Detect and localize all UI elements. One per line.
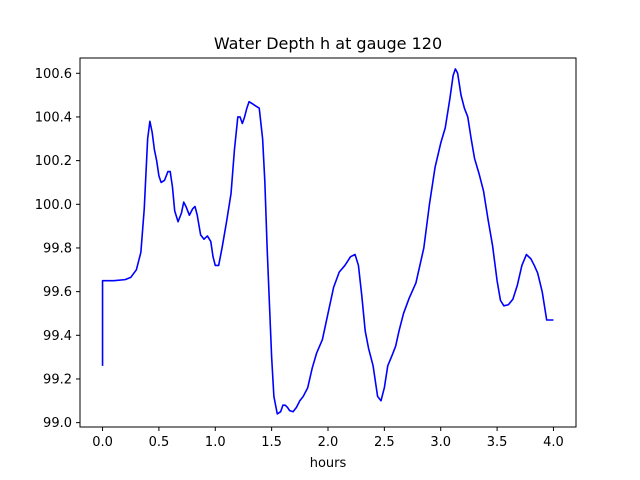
x-tick-label: 0.0 <box>92 435 113 450</box>
y-tick-label: 99.8 <box>43 241 72 256</box>
x-tick-label: 3.5 <box>487 435 508 450</box>
y-tick-label: 100.0 <box>35 198 72 213</box>
plot-area <box>101 68 554 415</box>
y-tick-label: 99.4 <box>43 329 72 344</box>
x-tick-label: 1.5 <box>261 435 282 450</box>
y-tick-label: 100.2 <box>35 154 72 169</box>
x-tick-label: 0.5 <box>149 435 170 450</box>
x-tick-label: 1.0 <box>205 435 226 450</box>
y-tick-label: 100.4 <box>35 110 72 125</box>
x-axis-label: hours <box>310 456 347 471</box>
x-tick-label: 2.0 <box>318 435 339 450</box>
y-axis: 99.0 99.2 99.4 99.6 99.8 100.0 100.2 100.4 100.6 <box>35 67 80 431</box>
x-axis: 0.0 0.5 1.0 1.5 2.0 2.5 3.0 3.5 4.0 <box>92 427 564 450</box>
y-tick-label: 99.6 <box>43 285 72 300</box>
series-line-0 <box>101 68 554 415</box>
x-tick-label: 4.0 <box>543 435 564 450</box>
chart-title: Water Depth h at gauge 120 <box>214 34 442 53</box>
y-tick-label: 99.0 <box>43 416 72 431</box>
x-tick-label: 3.0 <box>430 435 451 450</box>
x-tick-label: 2.5 <box>374 435 395 450</box>
y-tick-label: 99.2 <box>43 372 72 387</box>
y-tick-label: 100.6 <box>35 67 72 82</box>
